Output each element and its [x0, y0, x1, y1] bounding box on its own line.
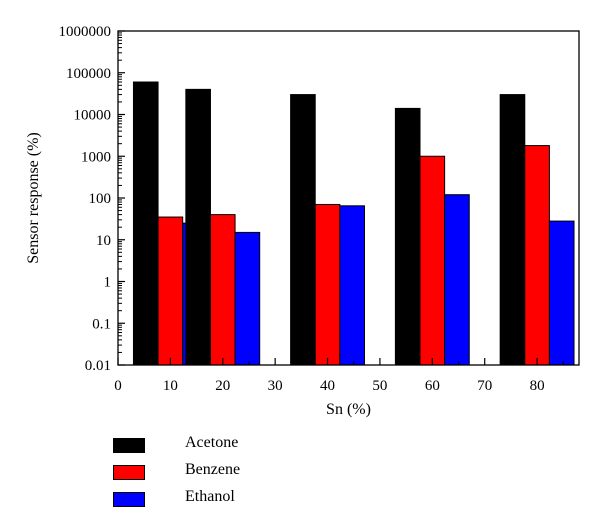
y-tick-label: 0.01	[85, 358, 111, 374]
bar-benzene-40	[314, 203, 341, 366]
bar-ethanol-80	[548, 220, 575, 366]
bars-group	[132, 81, 575, 366]
legend-swatch-ethanol	[113, 492, 145, 507]
y-tick-label: 1000	[81, 149, 111, 165]
bar-benzene-10	[157, 216, 184, 366]
bar-acetone-40	[290, 94, 316, 366]
legend-label-ethanol: Ethanol	[185, 488, 235, 505]
y-tick-label: 1	[104, 275, 112, 291]
x-tick-label: 70	[477, 378, 492, 394]
bar-chart: 0.01 0.1 1 10 100 1000 10000 100000 1000000 0 10 2…	[25, 24, 580, 418]
x-tick-label: 80	[530, 378, 545, 394]
x-axis: 0 10 20 30 40 50 60 70 80	[114, 358, 564, 394]
legend-swatch-benzene	[113, 465, 145, 480]
bar-acetone-10	[132, 81, 159, 366]
x-tick-label: 50	[372, 378, 387, 394]
y-tick-label: 100000	[66, 66, 111, 82]
x-axis-label: Sn (%)	[326, 401, 371, 418]
legend-label-acetone: Acetone	[185, 434, 239, 451]
x-tick-label: 30	[268, 378, 283, 394]
y-axis-label: Sensor response (%)	[25, 132, 42, 264]
bar-acetone-20	[185, 88, 211, 366]
x-tick-label: 10	[163, 378, 178, 394]
x-tick-label: 0	[114, 378, 122, 394]
y-tick-label: 10000	[74, 108, 112, 124]
legend-label-benzene: Benzene	[185, 461, 241, 478]
y-tick-label: 100	[89, 191, 112, 207]
bar-acetone-80	[499, 94, 526, 366]
legend-swatch-acetone	[113, 438, 145, 453]
bar-benzene-60	[419, 155, 446, 366]
y-tick-label: 1000000	[59, 24, 112, 40]
bar-ethanol-40	[339, 205, 365, 366]
bar-benzene-20	[209, 214, 236, 366]
y-tick-label: 10	[96, 233, 111, 249]
x-tick-label: 40	[320, 378, 335, 394]
bar-acetone-60	[394, 107, 421, 366]
x-tick-label: 60	[425, 378, 440, 394]
bar-benzene-80	[524, 145, 550, 366]
x-tick-label: 20	[215, 378, 230, 394]
bar-ethanol-20	[234, 231, 261, 366]
y-axis: 0.01 0.1 1 10 100 1000 10000 100000 1000000	[59, 24, 125, 374]
y-tick-label: 0.1	[92, 316, 111, 332]
bar-ethanol-60	[444, 194, 470, 366]
